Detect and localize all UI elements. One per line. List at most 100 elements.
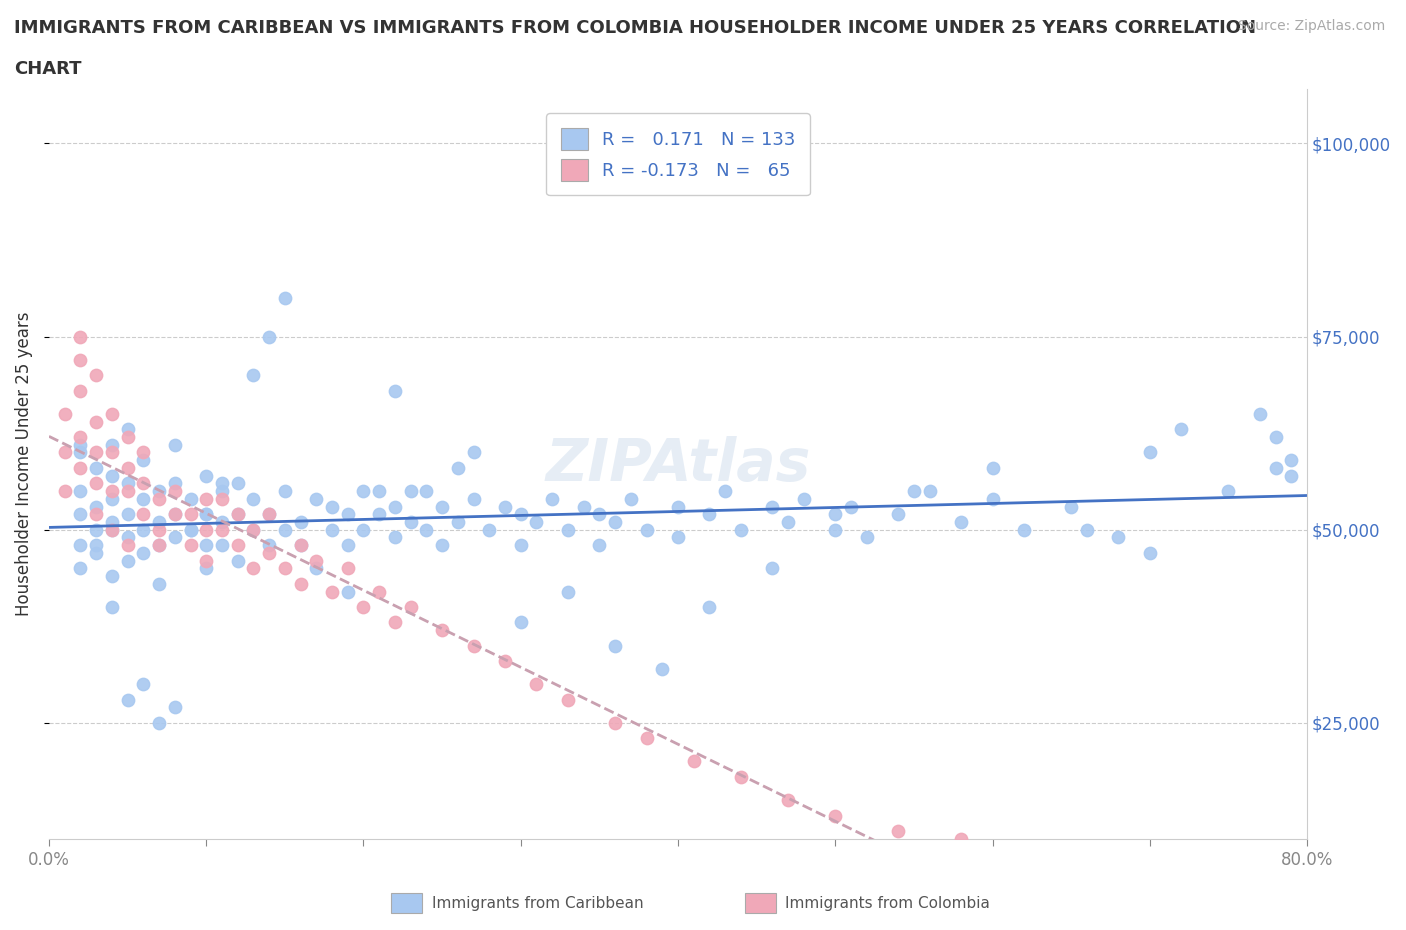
- Point: [290, 538, 312, 552]
- Point: [353, 484, 375, 498]
- Point: [211, 523, 233, 538]
- Point: [463, 638, 485, 653]
- Point: [69, 437, 91, 452]
- Point: [257, 538, 280, 552]
- Point: [117, 484, 139, 498]
- Point: [242, 523, 264, 538]
- Point: [839, 499, 862, 514]
- Point: [226, 507, 249, 522]
- Point: [179, 523, 201, 538]
- Point: [148, 538, 170, 552]
- Point: [195, 507, 218, 522]
- Point: [274, 290, 297, 305]
- Point: [148, 484, 170, 498]
- Point: [321, 523, 343, 538]
- Point: [1170, 422, 1192, 437]
- Point: [179, 507, 201, 522]
- Point: [53, 406, 76, 421]
- Point: [163, 530, 186, 545]
- Point: [336, 584, 359, 599]
- Point: [1060, 499, 1083, 514]
- Point: [84, 538, 107, 552]
- Point: [211, 514, 233, 529]
- Text: IMMIGRANTS FROM CARIBBEAN VS IMMIGRANTS FROM COLOMBIA HOUSEHOLDER INCOME UNDER 2: IMMIGRANTS FROM CARIBBEAN VS IMMIGRANTS …: [14, 19, 1256, 36]
- Point: [1139, 445, 1161, 460]
- Point: [1012, 523, 1035, 538]
- Point: [384, 530, 406, 545]
- Point: [101, 491, 124, 506]
- Point: [761, 499, 783, 514]
- Point: [824, 808, 846, 823]
- Point: [384, 499, 406, 514]
- Point: [163, 507, 186, 522]
- Point: [666, 530, 689, 545]
- Point: [290, 538, 312, 552]
- Point: [179, 491, 201, 506]
- Point: [84, 367, 107, 382]
- Point: [163, 476, 186, 491]
- Point: [101, 514, 124, 529]
- Point: [101, 523, 124, 538]
- Point: [903, 484, 925, 498]
- Point: [353, 523, 375, 538]
- Point: [117, 507, 139, 522]
- Point: [463, 491, 485, 506]
- Point: [824, 507, 846, 522]
- Point: [163, 437, 186, 452]
- Point: [305, 553, 328, 568]
- Point: [730, 523, 752, 538]
- Point: [84, 545, 107, 560]
- Point: [636, 731, 658, 746]
- Text: Immigrants from Caribbean: Immigrants from Caribbean: [432, 896, 644, 910]
- Point: [195, 491, 218, 506]
- Point: [918, 484, 941, 498]
- Point: [132, 507, 155, 522]
- Point: [1264, 460, 1286, 475]
- Point: [824, 523, 846, 538]
- Point: [1264, 430, 1286, 445]
- Point: [242, 367, 264, 382]
- Point: [211, 538, 233, 552]
- Point: [211, 484, 233, 498]
- Point: [557, 584, 579, 599]
- Point: [132, 545, 155, 560]
- Point: [257, 545, 280, 560]
- Point: [84, 523, 107, 538]
- Point: [132, 476, 155, 491]
- Point: [132, 523, 155, 538]
- Point: [242, 491, 264, 506]
- Point: [84, 460, 107, 475]
- Point: [69, 538, 91, 552]
- Point: [415, 484, 437, 498]
- Point: [257, 329, 280, 344]
- Point: [1279, 453, 1302, 468]
- Point: [101, 468, 124, 483]
- Point: [179, 538, 201, 552]
- Point: [666, 499, 689, 514]
- Point: [195, 553, 218, 568]
- Point: [242, 561, 264, 576]
- Point: [478, 523, 501, 538]
- Point: [430, 623, 453, 638]
- Y-axis label: Householder Income Under 25 years: Householder Income Under 25 years: [15, 312, 32, 617]
- Point: [368, 507, 391, 522]
- Point: [509, 507, 531, 522]
- Point: [53, 445, 76, 460]
- Point: [526, 514, 548, 529]
- Point: [572, 499, 595, 514]
- Point: [242, 523, 264, 538]
- Point: [887, 507, 910, 522]
- Point: [447, 514, 470, 529]
- Point: [211, 491, 233, 506]
- Point: [1076, 523, 1098, 538]
- Point: [761, 561, 783, 576]
- Point: [384, 383, 406, 398]
- Point: [101, 437, 124, 452]
- Point: [84, 445, 107, 460]
- Point: [950, 514, 973, 529]
- Point: [336, 507, 359, 522]
- Point: [399, 484, 422, 498]
- Point: [541, 491, 564, 506]
- Point: [290, 577, 312, 591]
- Point: [274, 523, 297, 538]
